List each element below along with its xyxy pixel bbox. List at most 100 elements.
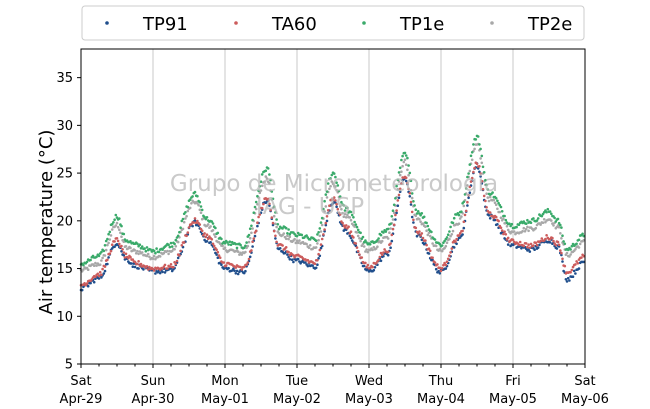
data-point bbox=[527, 243, 530, 246]
data-point bbox=[234, 272, 238, 275]
data-point bbox=[478, 143, 481, 146]
data-point bbox=[101, 267, 104, 271]
data-point bbox=[198, 223, 202, 226]
data-point bbox=[554, 220, 558, 223]
data-point bbox=[178, 254, 181, 257]
data-point bbox=[528, 250, 532, 253]
data-point bbox=[209, 241, 212, 244]
data-point bbox=[415, 212, 419, 215]
data-point bbox=[534, 241, 538, 244]
data-point bbox=[258, 191, 262, 194]
data-point bbox=[108, 230, 112, 234]
data-point bbox=[354, 242, 358, 245]
data-point bbox=[406, 168, 409, 172]
data-point bbox=[480, 179, 484, 183]
y-tick-label: 25 bbox=[56, 167, 73, 182]
data-point bbox=[529, 221, 533, 224]
data-point bbox=[458, 232, 462, 235]
data-point bbox=[418, 217, 421, 221]
data-point bbox=[114, 213, 118, 217]
data-point bbox=[288, 258, 292, 261]
data-point bbox=[331, 198, 335, 201]
data-point bbox=[368, 243, 372, 246]
legend-box bbox=[81, 5, 585, 41]
data-point bbox=[560, 253, 563, 257]
x-tick-day: Sun bbox=[141, 374, 166, 389]
data-point bbox=[271, 197, 275, 201]
data-point bbox=[313, 262, 317, 266]
data-point bbox=[449, 234, 452, 238]
data-point bbox=[336, 184, 340, 187]
data-point bbox=[316, 259, 319, 262]
data-point bbox=[123, 256, 127, 259]
data-point bbox=[323, 199, 326, 203]
y-tick-label: 10 bbox=[56, 310, 73, 325]
data-point bbox=[427, 252, 431, 255]
data-point bbox=[304, 261, 307, 264]
data-point bbox=[409, 179, 413, 183]
data-point bbox=[349, 218, 353, 222]
data-point bbox=[467, 172, 470, 175]
data-point bbox=[263, 180, 266, 183]
data-point bbox=[365, 248, 368, 251]
data-point bbox=[350, 239, 354, 242]
y-tick-label: 5 bbox=[65, 358, 73, 373]
data-point bbox=[532, 244, 535, 247]
data-point bbox=[502, 232, 505, 236]
data-point bbox=[556, 217, 560, 221]
data-point bbox=[287, 237, 290, 241]
data-point bbox=[518, 240, 522, 244]
data-point bbox=[124, 252, 128, 256]
data-point bbox=[161, 270, 164, 274]
data-point bbox=[271, 221, 275, 225]
data-point bbox=[398, 166, 402, 170]
data-point bbox=[481, 165, 485, 169]
data-point bbox=[276, 223, 280, 226]
data-point bbox=[138, 243, 142, 246]
data-point bbox=[457, 222, 461, 225]
data-point bbox=[496, 223, 499, 226]
data-point bbox=[179, 226, 182, 229]
data-point bbox=[229, 243, 233, 247]
data-point bbox=[270, 216, 274, 219]
data-point bbox=[306, 264, 310, 268]
data-point bbox=[371, 248, 374, 252]
data-point bbox=[491, 191, 494, 194]
data-point bbox=[536, 246, 540, 249]
data-point bbox=[106, 243, 109, 247]
data-point bbox=[258, 185, 262, 188]
data-point bbox=[104, 239, 108, 243]
data-point bbox=[144, 249, 148, 253]
data-point bbox=[298, 239, 301, 242]
data-point bbox=[223, 246, 227, 249]
data-point bbox=[122, 240, 126, 243]
legend-marker bbox=[234, 21, 238, 25]
data-point bbox=[343, 226, 347, 229]
data-point bbox=[317, 238, 320, 242]
data-point bbox=[175, 259, 179, 263]
data-point bbox=[488, 211, 492, 214]
data-point bbox=[334, 199, 337, 202]
data-point bbox=[478, 165, 481, 168]
data-point bbox=[130, 262, 133, 265]
data-point bbox=[523, 230, 527, 233]
data-point bbox=[364, 239, 367, 242]
data-point bbox=[352, 236, 355, 239]
data-point bbox=[418, 230, 421, 233]
data-point bbox=[120, 235, 123, 238]
data-point bbox=[308, 238, 312, 241]
data-point bbox=[166, 267, 169, 270]
data-point bbox=[420, 212, 424, 215]
data-point bbox=[274, 222, 277, 226]
data-point bbox=[338, 205, 342, 208]
data-point bbox=[555, 247, 559, 250]
data-point bbox=[353, 220, 356, 224]
data-point bbox=[346, 213, 349, 217]
data-point bbox=[457, 234, 461, 237]
data-point bbox=[318, 227, 322, 230]
data-point bbox=[568, 255, 571, 258]
data-point bbox=[364, 250, 367, 253]
data-point bbox=[468, 191, 472, 194]
legend-marker bbox=[490, 21, 494, 25]
data-point bbox=[548, 210, 552, 213]
